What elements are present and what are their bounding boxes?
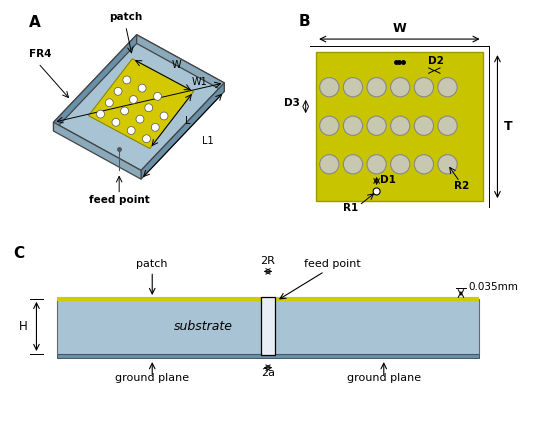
Polygon shape xyxy=(54,122,141,179)
Circle shape xyxy=(367,155,386,174)
Text: 2R: 2R xyxy=(260,256,276,266)
Circle shape xyxy=(367,77,386,97)
Polygon shape xyxy=(54,35,137,131)
Circle shape xyxy=(344,116,362,136)
Text: D1: D1 xyxy=(380,175,396,185)
Text: 0.035mm: 0.035mm xyxy=(468,282,518,292)
Circle shape xyxy=(344,77,362,97)
Text: A: A xyxy=(29,15,41,30)
Circle shape xyxy=(114,88,122,95)
Circle shape xyxy=(319,77,339,97)
Text: R1: R1 xyxy=(343,203,358,213)
Circle shape xyxy=(112,118,120,126)
Polygon shape xyxy=(54,35,224,171)
Circle shape xyxy=(319,116,339,136)
Circle shape xyxy=(438,155,457,174)
Circle shape xyxy=(145,104,153,112)
Text: L: L xyxy=(185,117,190,126)
Polygon shape xyxy=(137,35,224,92)
Circle shape xyxy=(143,135,151,143)
Circle shape xyxy=(391,77,410,97)
Circle shape xyxy=(391,155,410,174)
Text: FR4: FR4 xyxy=(29,48,52,59)
Text: W: W xyxy=(392,22,406,35)
Circle shape xyxy=(130,96,137,104)
Text: R2: R2 xyxy=(454,181,469,191)
Polygon shape xyxy=(88,59,193,149)
Text: D2: D2 xyxy=(428,56,444,67)
Text: ground plane: ground plane xyxy=(347,373,421,384)
Circle shape xyxy=(344,155,362,174)
Circle shape xyxy=(106,99,113,107)
Text: C: C xyxy=(13,246,25,261)
Text: W1: W1 xyxy=(191,77,207,87)
Bar xyxy=(57,354,479,358)
Circle shape xyxy=(414,116,434,136)
Circle shape xyxy=(123,76,131,84)
Circle shape xyxy=(160,112,168,120)
Circle shape xyxy=(121,107,129,115)
Circle shape xyxy=(153,93,161,100)
Circle shape xyxy=(127,127,135,134)
Bar xyxy=(57,299,479,354)
Text: feed point: feed point xyxy=(304,259,361,269)
Text: D3: D3 xyxy=(284,99,300,109)
Circle shape xyxy=(373,188,380,195)
Circle shape xyxy=(136,115,144,123)
Polygon shape xyxy=(141,83,224,179)
Text: 2a: 2a xyxy=(261,368,275,378)
Circle shape xyxy=(96,110,105,118)
Bar xyxy=(261,297,275,355)
Circle shape xyxy=(391,116,410,136)
Circle shape xyxy=(367,116,386,136)
Circle shape xyxy=(319,155,339,174)
Text: patch: patch xyxy=(109,13,143,22)
Text: feed point: feed point xyxy=(89,195,150,205)
Circle shape xyxy=(138,84,146,92)
Circle shape xyxy=(414,77,434,97)
Bar xyxy=(316,52,482,201)
Circle shape xyxy=(414,155,434,174)
Text: substrate: substrate xyxy=(174,320,233,333)
Text: ground plane: ground plane xyxy=(115,373,189,384)
Text: B: B xyxy=(299,13,310,29)
Text: patch: patch xyxy=(137,259,168,269)
Text: W: W xyxy=(172,59,181,69)
Text: T: T xyxy=(504,120,512,133)
Circle shape xyxy=(438,116,457,136)
Circle shape xyxy=(151,123,159,131)
Text: H: H xyxy=(19,320,28,333)
Circle shape xyxy=(438,77,457,97)
Text: L1: L1 xyxy=(203,136,214,146)
